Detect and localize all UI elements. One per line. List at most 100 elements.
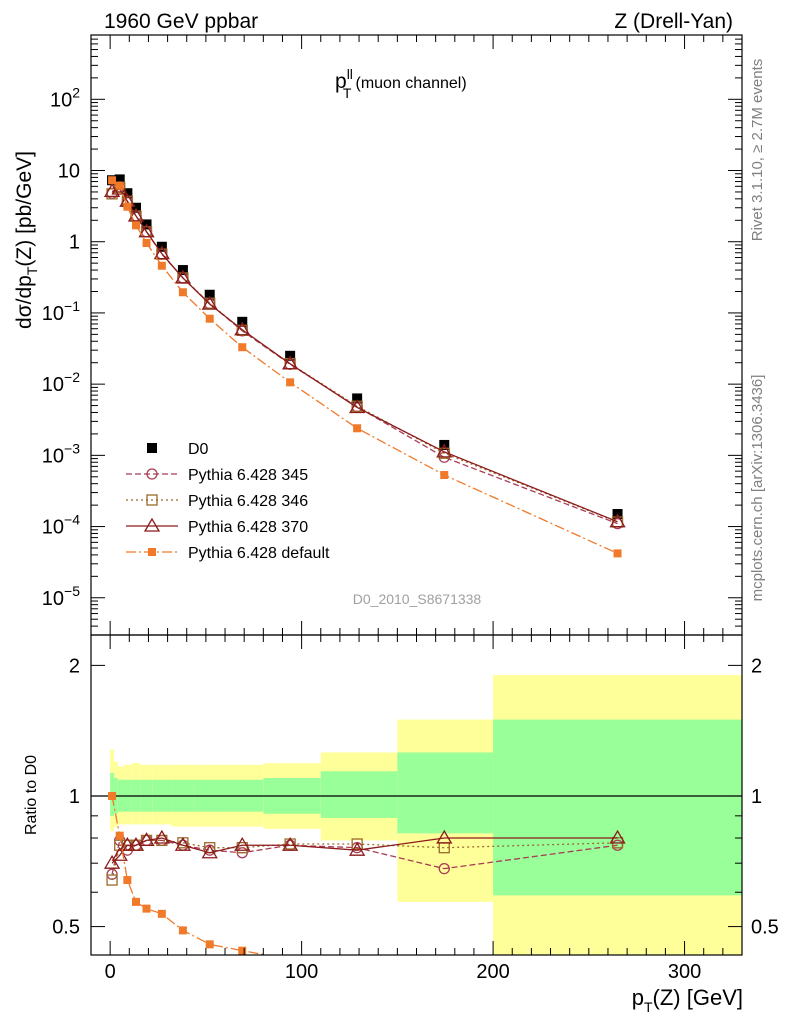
ratio-point-pythia-6-428-370-2 <box>119 836 136 851</box>
point-pythia-6-428-default-2 <box>123 202 132 211</box>
y-tick-label-5: 1 <box>69 232 80 254</box>
ratio-point-pythia-6-428-346-10 <box>351 838 363 850</box>
point-pythia-6-428-370-8 <box>234 321 251 336</box>
y-tick-label-base: 10 <box>42 517 64 539</box>
ratio-band-group <box>91 675 742 955</box>
point-pythia-6-428-370-5 <box>153 245 170 260</box>
plot-title: pll T(muon channel) <box>335 66 467 101</box>
ratio-point-pythia-6-428-default-1 <box>115 831 124 840</box>
y-tick-label-7: 102 <box>50 84 80 111</box>
legend-label-pythia-6-428-346: Pythia 6.428 346 <box>188 493 308 510</box>
point-d0-1 <box>114 174 125 185</box>
legend-marker-pythia-6-428-default <box>148 548 156 556</box>
point-pythia-6-428-default-8 <box>238 343 247 352</box>
ratio-point-pythia-6-428-default-5 <box>157 909 166 918</box>
main-series-group <box>103 174 626 558</box>
x-tick-label-2: 200 <box>476 961 509 983</box>
x-tick-label-0: 0 <box>105 961 116 983</box>
ratio-point-pythia-6-428-default-10 <box>353 979 361 987</box>
ratio-point-pythia-6-428-370-10 <box>349 841 366 856</box>
y-tick-label-base: 10 <box>58 161 80 183</box>
y-tick-label-1: 10−4 <box>42 512 80 539</box>
point-d0-10 <box>352 393 363 404</box>
main-plot <box>103 174 626 558</box>
ratio-point-pythia-6-428-370-11 <box>436 829 453 844</box>
x-tick-label-1: 100 <box>285 961 318 983</box>
ratio-point-pythia-6-428-default-2 <box>123 876 132 885</box>
ratio-plot <box>103 791 626 998</box>
point-pythia-6-428-default-0 <box>108 176 117 185</box>
y-tick-label-base: 10 <box>50 89 72 111</box>
ratio-point-pythia-6-428-370-12 <box>609 829 626 844</box>
x-axis-label-rest: (Z) [GeV] <box>653 985 743 1010</box>
y-axis-label-sub: T <box>24 266 40 275</box>
legend-label-pythia-6-428-370: Pythia 6.428 370 <box>188 519 308 536</box>
ratio-point-pythia-6-428-370-8 <box>234 836 251 851</box>
x-axis-label: pT(Z) [GeV] <box>632 985 743 1015</box>
ratio-point-pythia-6-428-default-7 <box>205 940 214 949</box>
y-tick-label-0: 10−5 <box>42 583 80 610</box>
ratio-point-pythia-6-428-345-11 <box>438 862 450 875</box>
ratio-y-tick-label-left-0: 0.5 <box>52 917 80 939</box>
point-pythia-6-428-default-3 <box>131 221 140 230</box>
x-axis-label-sub: T <box>644 999 653 1015</box>
ratio-point-pythia-6-428-370-5 <box>153 829 170 844</box>
point-pythia-6-428-370-12 <box>609 513 626 528</box>
point-pythia-6-428-370-10 <box>349 399 366 414</box>
ratio-y-tick-label-left-2: 2 <box>69 655 80 677</box>
ratio-point-pythia-6-428-346-0 <box>106 874 118 886</box>
y-tick-label-exp: −4 <box>64 512 80 528</box>
series-line-pythia-6-428-370 <box>111 188 618 523</box>
ratio-series-group <box>103 791 626 998</box>
y-axis-label-main: dσ/dp <box>13 275 36 329</box>
x-tick-label-3: 300 <box>668 961 701 983</box>
y-axis-label: dσ/dpT(Z) [pb/GeV] <box>13 151 40 329</box>
legend-label-pythia-6-428-345: Pythia 6.428 345 <box>188 467 308 484</box>
y-tick-label-exp: 2 <box>72 84 80 100</box>
point-pythia-6-428-370-11 <box>436 443 453 458</box>
y-tick-label-base: 10 <box>42 303 64 325</box>
y-tick-label-base: 10 <box>42 445 64 467</box>
ratio-point-pythia-6-428-370-9 <box>281 836 299 851</box>
point-pythia-6-428-370-6 <box>174 269 192 284</box>
header-right: Z (Drell-Yan) <box>614 10 733 33</box>
ratio-point-pythia-6-428-default-11 <box>440 990 448 998</box>
point-pythia-6-428-default-1 <box>115 181 124 190</box>
ratio-bands <box>91 675 742 955</box>
ratio-y-axis-label: Ratio to D0 <box>23 755 40 835</box>
ratio-y-tick-label-left-1: 1 <box>69 786 80 808</box>
header-left: 1960 GeV ppbar <box>104 10 258 33</box>
ratio-point-pythia-6-428-default-4 <box>142 904 151 913</box>
uncertainty-band-green-12 <box>397 752 494 834</box>
plot-title-sub: T <box>343 85 352 101</box>
rivet-label: Rivet 3.1.10, ≥ 2.7M events <box>749 59 766 242</box>
legend-marker-pythia-6-428-346 <box>146 494 158 506</box>
analysis-watermark: D0_2010_S8671338 <box>353 591 482 607</box>
ratio-point-pythia-6-428-370-4 <box>138 832 155 847</box>
uncertainty-band-green-11 <box>320 771 398 818</box>
point-pythia-6-428-default-11 <box>440 470 449 479</box>
ratio-y-tick-label-right-2: 2 <box>751 655 762 677</box>
plot-title-rest: (muon channel) <box>355 75 466 92</box>
plot-title-sup: ll <box>347 66 353 82</box>
point-pythia-6-428-default-7 <box>205 314 214 323</box>
y-tick-label-2: 10−3 <box>42 440 80 467</box>
y-tick-label-base: 10 <box>42 588 64 610</box>
legend-label-pythia-6-428-default: Pythia 6.428 default <box>188 545 330 562</box>
ratio-point-pythia-6-428-default-3 <box>131 897 140 906</box>
y-tick-label-exp: −1 <box>64 298 80 314</box>
x-axis-label-main: p <box>632 985 644 1010</box>
mcplots-label: mcplots.cern.ch [arXiv:1306.3436] <box>749 375 766 602</box>
y-tick-label-6: 10 <box>58 161 80 183</box>
point-pythia-6-428-default-10 <box>353 424 362 433</box>
point-pythia-6-428-default-9 <box>286 378 295 387</box>
ratio-point-pythia-6-428-default-6 <box>178 926 187 935</box>
ratio-point-pythia-6-428-370-7 <box>201 844 218 859</box>
point-pythia-6-428-default-5 <box>157 261 166 270</box>
y-axis-label-rest: (Z) [pb/GeV] <box>13 151 36 267</box>
point-pythia-6-428-default-12 <box>613 549 622 558</box>
ratio-line-pythia-6-428-346 <box>111 839 618 881</box>
y-tick-label-4: 10−1 <box>42 298 80 325</box>
